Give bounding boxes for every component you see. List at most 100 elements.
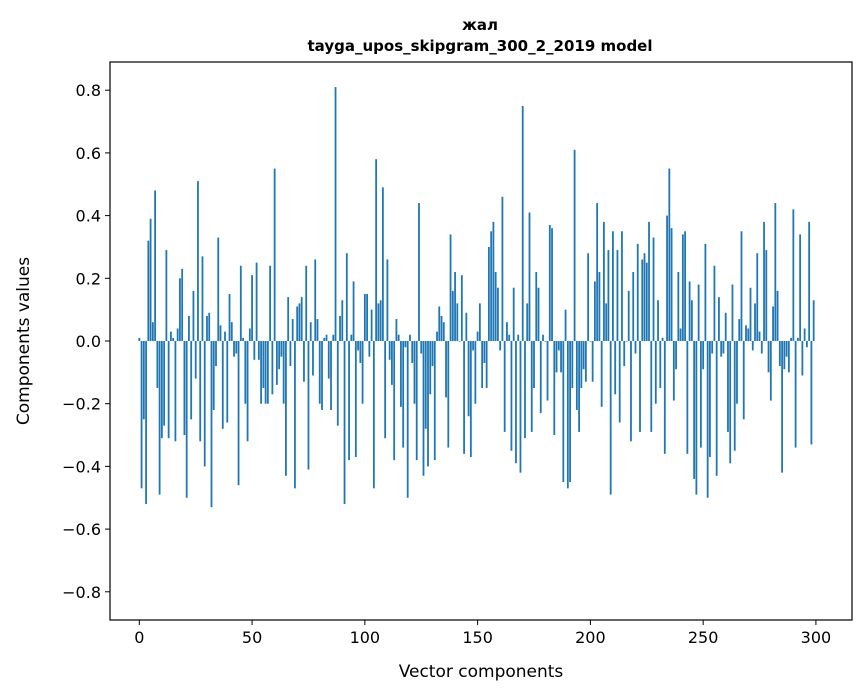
bar bbox=[424, 341, 427, 429]
bar bbox=[442, 322, 445, 341]
bar bbox=[810, 341, 813, 445]
bar bbox=[400, 341, 402, 407]
bar bbox=[632, 272, 635, 341]
bar bbox=[711, 341, 714, 354]
bar bbox=[183, 341, 186, 436]
bar bbox=[774, 203, 777, 341]
bar bbox=[548, 225, 551, 341]
bar bbox=[738, 319, 741, 341]
bar bbox=[706, 341, 709, 498]
bars-group bbox=[138, 87, 815, 508]
bar bbox=[377, 303, 380, 341]
bar bbox=[618, 341, 621, 423]
bar bbox=[715, 341, 718, 476]
bar bbox=[693, 341, 696, 479]
bar bbox=[702, 341, 705, 370]
bar bbox=[729, 341, 732, 464]
bar bbox=[690, 300, 693, 341]
bar bbox=[485, 341, 488, 389]
bar bbox=[147, 240, 150, 341]
bar bbox=[379, 300, 382, 341]
bar bbox=[388, 341, 391, 360]
bar bbox=[623, 341, 626, 367]
plot-frame bbox=[109, 61, 853, 621]
bar bbox=[307, 341, 310, 470]
bar bbox=[372, 341, 375, 489]
bar bbox=[140, 341, 143, 489]
bar bbox=[535, 272, 538, 341]
bar bbox=[228, 293, 231, 341]
bar bbox=[163, 341, 166, 426]
bar bbox=[650, 341, 653, 432]
bar bbox=[679, 328, 682, 341]
bar bbox=[510, 341, 513, 451]
bar bbox=[801, 341, 804, 376]
bar bbox=[294, 341, 296, 489]
bar bbox=[208, 312, 211, 341]
bar bbox=[600, 341, 603, 407]
bar bbox=[672, 341, 675, 401]
bar bbox=[357, 341, 359, 351]
bar bbox=[603, 221, 605, 341]
bar bbox=[494, 272, 497, 341]
bar bbox=[219, 325, 222, 341]
bar bbox=[736, 341, 738, 404]
bar bbox=[668, 168, 671, 341]
bar bbox=[474, 341, 477, 404]
bar bbox=[199, 341, 202, 442]
bar bbox=[582, 341, 585, 370]
bar bbox=[278, 341, 281, 370]
bar bbox=[699, 341, 702, 448]
bar bbox=[539, 341, 542, 414]
bar bbox=[409, 334, 411, 341]
bar bbox=[661, 337, 664, 341]
bar bbox=[415, 341, 418, 461]
bar bbox=[179, 278, 181, 341]
bar bbox=[731, 284, 734, 341]
bar bbox=[566, 341, 569, 489]
bar bbox=[519, 341, 522, 473]
bar bbox=[812, 300, 815, 341]
bar bbox=[781, 341, 783, 473]
bar bbox=[221, 341, 224, 429]
bar bbox=[411, 341, 414, 363]
bar bbox=[280, 341, 283, 357]
bar bbox=[503, 341, 506, 432]
bar bbox=[472, 341, 474, 351]
bar bbox=[686, 341, 689, 454]
bar bbox=[794, 341, 797, 448]
bar bbox=[657, 300, 659, 341]
bar bbox=[285, 341, 287, 476]
bar bbox=[350, 334, 353, 341]
bar bbox=[359, 341, 362, 363]
bar bbox=[787, 341, 790, 373]
bar bbox=[192, 290, 195, 341]
bar bbox=[497, 287, 499, 341]
bar bbox=[239, 265, 242, 341]
bar bbox=[463, 341, 465, 454]
bar bbox=[727, 341, 729, 432]
bar bbox=[212, 341, 215, 410]
bar bbox=[406, 341, 409, 498]
bar bbox=[203, 341, 206, 467]
bar bbox=[697, 284, 700, 341]
y-tick-label: −0.4 bbox=[62, 457, 101, 476]
bar bbox=[167, 341, 170, 439]
bar bbox=[571, 341, 574, 389]
bar bbox=[688, 281, 691, 341]
bar bbox=[785, 341, 788, 357]
bar bbox=[722, 341, 725, 354]
bar bbox=[330, 341, 332, 410]
bar bbox=[169, 331, 172, 341]
bar bbox=[666, 215, 668, 341]
bar bbox=[339, 315, 341, 341]
bar bbox=[621, 231, 623, 341]
bar bbox=[289, 341, 292, 367]
bar bbox=[641, 259, 644, 341]
bar bbox=[648, 221, 650, 341]
bar bbox=[226, 341, 229, 423]
bar bbox=[303, 341, 305, 382]
x-tick-label: 0 bbox=[134, 628, 144, 647]
bar bbox=[237, 341, 240, 486]
bar bbox=[765, 250, 768, 341]
